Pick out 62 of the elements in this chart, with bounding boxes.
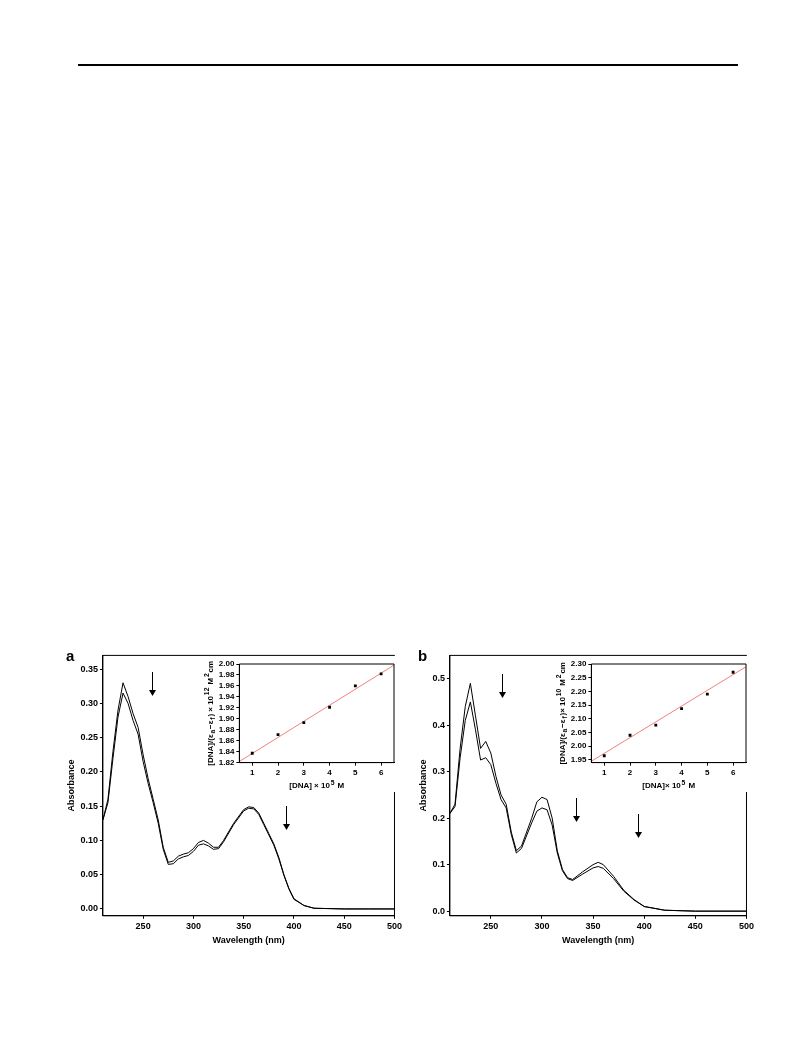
y-axis-title: Absorbance [65,759,76,812]
x-tick-label: 5 [353,767,359,777]
y-tick-label: 0.10 [80,834,98,845]
y-tick-label: 2.10 [570,713,587,723]
y-tick-label: 1.90 [218,713,235,723]
y-tick-label: 2.20 [570,686,587,696]
y-tick-label: 1.96 [218,681,235,691]
y-tick-label: 2.15 [570,700,587,710]
x-tick-label: 250 [483,920,499,931]
x-tick-label: 300 [185,920,201,931]
y-tick-label: 0.4 [432,719,445,730]
y-tick-label: 0.35 [80,663,98,674]
y-tick-label: 1.94 [218,692,235,702]
y-tick-label: 1.88 [218,724,235,734]
x-tick-label: 450 [687,920,703,931]
x-tick-label: 350 [585,920,601,931]
y-tick-label: 0.30 [80,697,98,708]
x-tick-label: 1 [602,767,608,777]
y-tick-label: 0.20 [80,766,98,777]
y-tick-label: 2.00 [218,659,235,669]
y-tick-label: 1.92 [218,703,235,713]
x-tick-label: 2 [275,767,281,777]
x-tick-label: 6 [730,767,736,777]
x-tick-label: 3 [653,767,659,777]
y-tick-label: 2.00 [570,741,587,751]
y-tick-label: 1.95 [570,755,587,765]
x-tick-label: 5 [705,767,711,777]
x-tick-label: 1 [250,767,256,777]
y-tick-label: 0.3 [432,766,445,777]
y-tick-label: 0.00 [80,903,98,914]
y-tick-label: 0.15 [80,800,98,811]
x-tick-label: 450 [336,920,352,931]
x-tick-label: 400 [636,920,652,931]
x-tick-label: 6 [378,767,384,777]
x-tick-label: 2 [627,767,633,777]
y-tick-label: 0.05 [80,869,98,880]
y-tick-label: 1.98 [218,670,235,680]
y-tick-label: 2.25 [570,672,587,682]
x-tick-label: 400 [286,920,302,931]
x-axis-title: Wavelength (nm) [212,935,285,946]
x-tick-label: 4 [327,767,333,777]
y-axis-title: Absorbance [417,759,428,812]
chart-title: a [66,647,75,665]
y-tick-label: 0.1 [432,859,445,870]
y-tick-label: 0.2 [432,812,445,823]
x-tick-label: 300 [534,920,550,931]
y-tick-label: 2.05 [570,727,587,737]
x-tick-label: 500 [738,920,755,931]
y-tick-label: 0.5 [432,673,445,684]
y-tick-label: 1.82 [218,757,235,767]
x-axis-title: Wavelength (nm) [562,935,635,946]
y-tick-label: 1.84 [218,746,235,756]
y-tick-label: 0.0 [432,905,445,916]
chart-title: b [418,647,428,665]
x-tick-label: 500 [386,920,403,931]
x-tick-label: 250 [135,920,151,931]
y-tick-label: 0.25 [80,732,98,743]
x-tick-label: 4 [679,767,685,777]
x-tick-label: 3 [301,767,307,777]
y-tick-label: 1.86 [218,735,235,745]
x-tick-label: 350 [236,920,252,931]
y-tick-label: 2.30 [570,659,587,669]
